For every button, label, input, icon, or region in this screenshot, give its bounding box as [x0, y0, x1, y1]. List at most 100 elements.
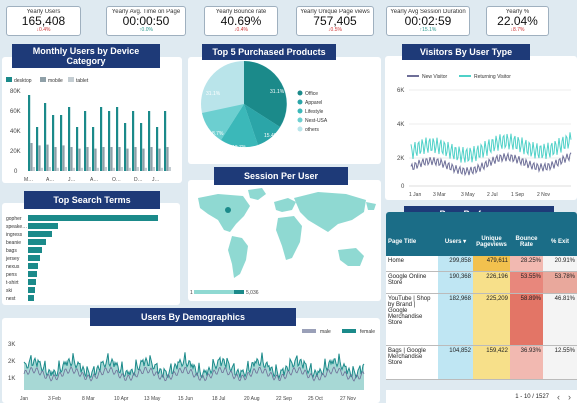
x-tick: 1 Jan	[409, 192, 421, 198]
kpi-delta: ↓0.4%	[234, 27, 248, 33]
legend-others: others	[305, 127, 319, 133]
legend-male: male	[320, 329, 331, 335]
bar-tablet	[80, 167, 83, 171]
bar-mobile	[62, 145, 65, 171]
y-tick: 4K	[397, 122, 404, 128]
y-tick: 60K	[10, 109, 21, 115]
bar-desktop	[148, 111, 151, 171]
bar-mobile	[30, 143, 33, 171]
bar-tablet	[96, 167, 99, 171]
bar-desktop	[92, 127, 95, 171]
x-tick: 18 Jul	[212, 396, 225, 402]
x-tick: Jan	[20, 396, 28, 402]
kpi-label: Yearly Bounce rate	[215, 9, 267, 15]
demographics-chart-title: Users By Demographics	[90, 308, 296, 326]
y-tick: 40K	[10, 129, 21, 135]
kpi-value: 757,405	[313, 14, 357, 28]
search-term-label: nest	[6, 296, 16, 302]
cell-unique-pageviews: 225,209	[473, 293, 510, 346]
visitor-chart-title: Visitors By User Type	[402, 44, 530, 60]
kpi-delta: ↑15.1%	[419, 27, 437, 33]
bar-tablet	[64, 167, 67, 171]
cell-exit: 53.78%	[543, 271, 577, 294]
table-row[interactable]: Bags | Google Merchandise Store 104,852 …	[386, 345, 577, 380]
table-row[interactable]: Google Online Store 190,368 226,196 53.5…	[386, 271, 577, 294]
x-tick: 3 Feb	[48, 396, 61, 402]
map-landmasses	[198, 188, 376, 278]
bar-desktop	[116, 107, 119, 171]
cell-page-title: YouTube | Shop by Brand | Google Merchan…	[386, 293, 438, 346]
line-female	[23, 352, 365, 380]
next-page-icon[interactable]: ›	[568, 391, 571, 402]
cell-exit: 20.91%	[543, 256, 577, 272]
search-term-label: nexus	[6, 264, 20, 270]
search-term-bar	[28, 231, 52, 237]
search-term-label: beanie	[6, 240, 21, 246]
device-bar-chart: desktop mobile tablet 80K 60K 40K 20K 0 …	[6, 77, 171, 183]
bar-tablet	[104, 167, 107, 171]
col-exit[interactable]: % Exit	[543, 227, 577, 256]
cell-users: 299,858	[438, 256, 473, 272]
bar-mobile	[142, 148, 145, 171]
bar-tablet	[48, 167, 51, 171]
cell-bounce-rate: 28.25%	[510, 256, 543, 272]
legend-office: Office	[305, 91, 318, 97]
cell-bounce-rate: 53.55%	[510, 271, 543, 294]
legend-desktop: desktop	[14, 78, 32, 84]
search-chart-title: Top Search Terms	[24, 191, 160, 209]
purchase-pie-chart: 31.1% 15.4% 13.7% 8.7% 31.1% Office Appa…	[201, 61, 328, 151]
search-term-label: jersey	[5, 256, 20, 262]
cell-users: 182,968	[438, 293, 473, 346]
slice-label: 31.1%	[270, 89, 285, 95]
purchase-legend: Office Apparel Lifestyle Nest-USA others	[297, 90, 328, 133]
bar-desktop	[100, 107, 103, 171]
prev-page-icon[interactable]: ‹	[557, 391, 560, 402]
bar-desktop	[164, 111, 167, 171]
kpi-yearly-users: Yearly Users 165,408 ↓0.4%	[6, 6, 81, 36]
kpi-avg-session-duration: Yearly Avg Session Duration 00:02:59 ↑15…	[386, 6, 470, 36]
x-tick: O…	[112, 177, 121, 183]
bar-desktop	[76, 127, 79, 171]
search-term-bar	[28, 255, 40, 261]
kpi-unique-page-views: Yearly Unique Page views 757,405 ↓0.5%	[296, 6, 374, 36]
bar-mobile	[150, 147, 153, 171]
bar-desktop	[108, 111, 111, 171]
search-term-bar	[28, 223, 58, 229]
line-returning-visitor	[410, 132, 572, 163]
legend-tablet: tablet	[76, 78, 89, 84]
page-performance-frame	[386, 212, 577, 228]
search-term-bar	[28, 279, 36, 285]
x-tick: 1 Sep	[511, 192, 524, 198]
x-tick: 22 Sep	[276, 396, 292, 402]
bar-mobile	[86, 147, 89, 171]
table-row[interactable]: YouTube | Shop by Brand | Google Merchan…	[386, 293, 577, 346]
kpi-bounce-rate: Yearly Bounce rate 40.69% ↓0.4%	[204, 6, 278, 36]
col-bounce-rate[interactable]: Bounce Rate	[510, 227, 543, 256]
bar-tablet	[136, 167, 139, 171]
bar-mobile	[110, 147, 113, 171]
line-new-visitor	[410, 151, 572, 177]
cell-users: 104,852	[438, 345, 473, 380]
col-unique-pageviews[interactable]: Unique Pageviews	[473, 227, 510, 256]
bar-mobile	[46, 144, 49, 171]
col-users[interactable]: Users ▾	[438, 227, 473, 256]
y-tick: 0	[14, 169, 18, 175]
kpi-label: Yearly %	[505, 9, 530, 15]
table-row[interactable]: Home 299,858 479,611 28.25% 20.91%	[386, 256, 577, 272]
x-tick: M…	[24, 177, 33, 183]
kpi-value: 165,408	[21, 14, 66, 28]
bar-desktop	[36, 127, 39, 171]
bar-desktop	[60, 115, 63, 171]
bar-tablet	[120, 167, 123, 171]
y-tick: 80K	[10, 89, 21, 95]
legend-nest: Nest-USA	[305, 118, 328, 124]
y-tick: 0	[401, 184, 405, 190]
col-page-title[interactable]: Page Title	[386, 227, 438, 256]
visitor-line-chart: New Visitor Returning Visitor 6K 4K 2K 0…	[397, 74, 572, 198]
cell-page-title: Google Online Store	[386, 271, 438, 294]
y-tick: 1K	[8, 376, 15, 382]
cell-unique-pageviews: 226,196	[473, 271, 510, 294]
search-term-label: ski	[6, 288, 12, 294]
bar-desktop	[156, 127, 159, 171]
kpi-label: Yearly Users	[26, 9, 61, 15]
